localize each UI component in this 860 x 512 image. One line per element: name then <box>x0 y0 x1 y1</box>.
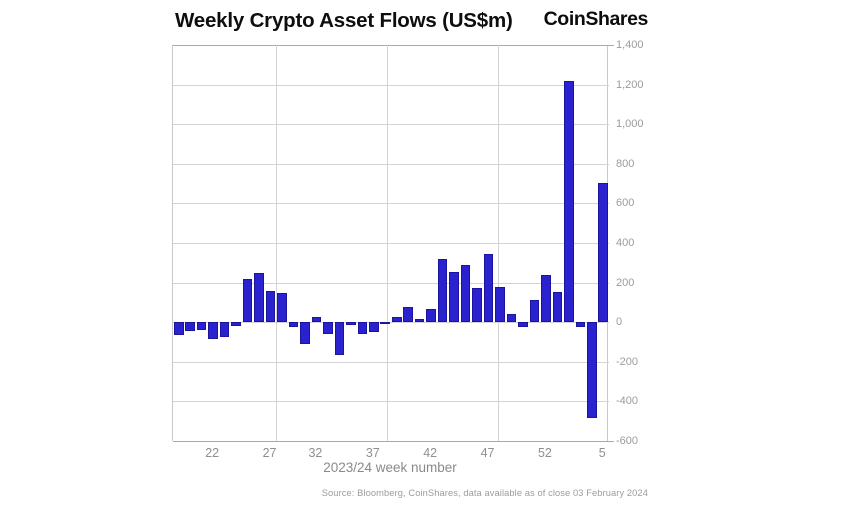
plot-area <box>172 45 614 442</box>
gridline <box>173 243 609 244</box>
x-axis-title: 2023/24 week number <box>323 460 457 475</box>
gridline-vertical <box>498 45 499 441</box>
chart-title: Weekly Crypto Asset Flows (US$m) <box>175 9 513 32</box>
bar-week-25 <box>242 278 253 323</box>
gridline <box>173 322 609 323</box>
bar-week-51 <box>529 300 540 323</box>
source-note: Source: Bloomberg, CoinShares, data avai… <box>321 488 648 498</box>
bar-week-19 <box>173 322 184 336</box>
bar-week-22 <box>208 322 218 339</box>
bar-week-3 <box>575 322 586 328</box>
bar-week-21 <box>196 322 207 330</box>
y-tick-label: -600 <box>616 435 639 447</box>
bar-week-24 <box>231 322 241 327</box>
bar-week-20 <box>185 322 195 332</box>
bar-week-4 <box>586 322 597 419</box>
x-tick-label: 47 <box>480 446 495 460</box>
bar-week-2 <box>564 80 574 323</box>
gridline <box>173 164 609 165</box>
bar-week-34 <box>334 322 345 356</box>
bar-week-39 <box>391 316 402 323</box>
bar-week-30 <box>300 322 310 344</box>
gridline <box>173 203 609 204</box>
x-tick-label: 52 <box>537 446 552 460</box>
bar-week-33 <box>323 322 333 335</box>
x-tick-label: 27 <box>262 446 277 460</box>
bar-week-38 <box>380 322 391 325</box>
gridline <box>173 124 609 125</box>
bar-week-26 <box>254 272 264 323</box>
bar-week-23 <box>219 322 230 337</box>
x-tick-label: 37 <box>365 446 380 460</box>
bar-week-35 <box>346 322 356 325</box>
bar-week-50 <box>518 322 528 327</box>
y-tick-label: 200 <box>616 277 635 289</box>
y-tick-label: 400 <box>616 237 635 249</box>
y-tick-label: -200 <box>616 356 639 368</box>
y-tick-label: 600 <box>616 197 635 209</box>
bar-week-47 <box>483 254 494 323</box>
bar-week-48 <box>495 287 505 323</box>
bar-week-44 <box>449 271 459 323</box>
gridline <box>173 362 609 363</box>
gridline-vertical <box>276 45 277 441</box>
bar-week-46 <box>472 287 482 323</box>
bar-week-42 <box>426 308 436 323</box>
x-tick-label: 5 <box>598 446 606 460</box>
y-tick-label: 1,400 <box>616 39 644 51</box>
gridline <box>173 283 609 284</box>
gridline <box>173 45 614 46</box>
x-tick-label: 32 <box>308 446 323 460</box>
y-tick-label: -400 <box>616 395 639 407</box>
x-tick-label: 42 <box>423 446 438 460</box>
y-tick-label: 1,000 <box>616 118 644 130</box>
y-tick-label: 0 <box>616 316 623 328</box>
gridline-vertical <box>387 45 388 441</box>
x-axis-line <box>173 441 614 442</box>
bar-week-43 <box>437 258 448 323</box>
bar-week-32 <box>311 317 322 323</box>
bar-week-27 <box>265 290 276 323</box>
bar-week-45 <box>460 264 471 323</box>
bar-week-28 <box>277 293 287 323</box>
bar-week-52 <box>541 274 551 323</box>
gridline <box>173 401 609 402</box>
bar-week-29 <box>288 322 299 328</box>
coinshares-logo: CoinShares <box>543 8 649 30</box>
bar-week-37 <box>368 322 379 333</box>
bar-week-49 <box>506 313 517 323</box>
bar-week-41 <box>414 318 425 323</box>
gridline <box>173 85 609 86</box>
bar-week-5 <box>598 183 609 323</box>
bar-week-1 <box>552 291 563 323</box>
bar-week-40 <box>403 306 413 323</box>
bar-week-36 <box>357 322 368 335</box>
x-tick-label: 22 <box>205 446 220 460</box>
x-axis-ticks: 22 27 32 37 42 47 52 5 <box>172 446 608 462</box>
y-tick-label: 800 <box>616 158 635 170</box>
y-axis-labels: 1,400 1,200 1,000 800 600 400 200 0 -200 -400 -600 <box>616 39 660 447</box>
y-tick-label: 1,200 <box>616 79 644 91</box>
